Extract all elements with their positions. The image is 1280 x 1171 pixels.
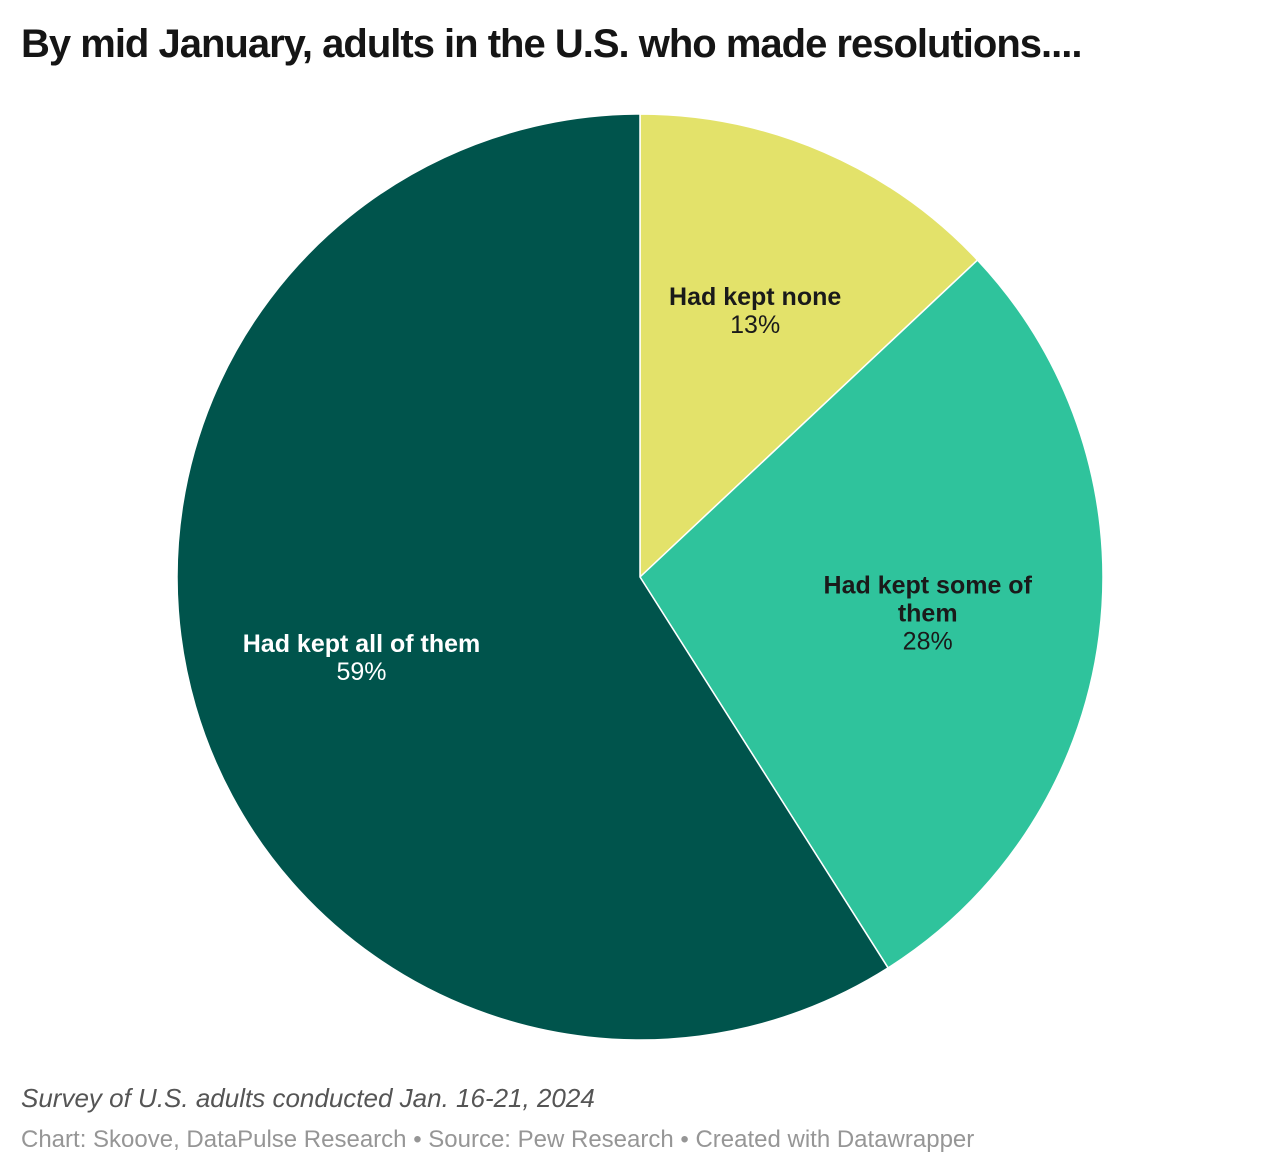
slice-label: Had kept some of: [824, 571, 1033, 599]
slice-label: Had kept all of them: [243, 630, 481, 658]
slice-percent: 59%: [336, 658, 386, 686]
slice-label: Had kept none: [669, 283, 841, 311]
slice-label: them: [898, 599, 958, 627]
pie-slice-had-kept-all-of-them[interactable]: [176, 113, 889, 1041]
pie-slice-had-kept-none[interactable]: [639, 113, 979, 578]
slice-percent: 28%: [903, 627, 953, 655]
pie-slice-had-kept-some-of-them[interactable]: [639, 259, 1104, 969]
chart-notes: Survey of U.S. adults conducted Jan. 16-…: [21, 1083, 595, 1113]
chart-title: By mid January, adults in the U.S. who m…: [21, 22, 1082, 66]
slice-percent: 13%: [730, 311, 780, 339]
chart-byline: Chart: Skoove, DataPulse Research • Sour…: [21, 1126, 975, 1153]
